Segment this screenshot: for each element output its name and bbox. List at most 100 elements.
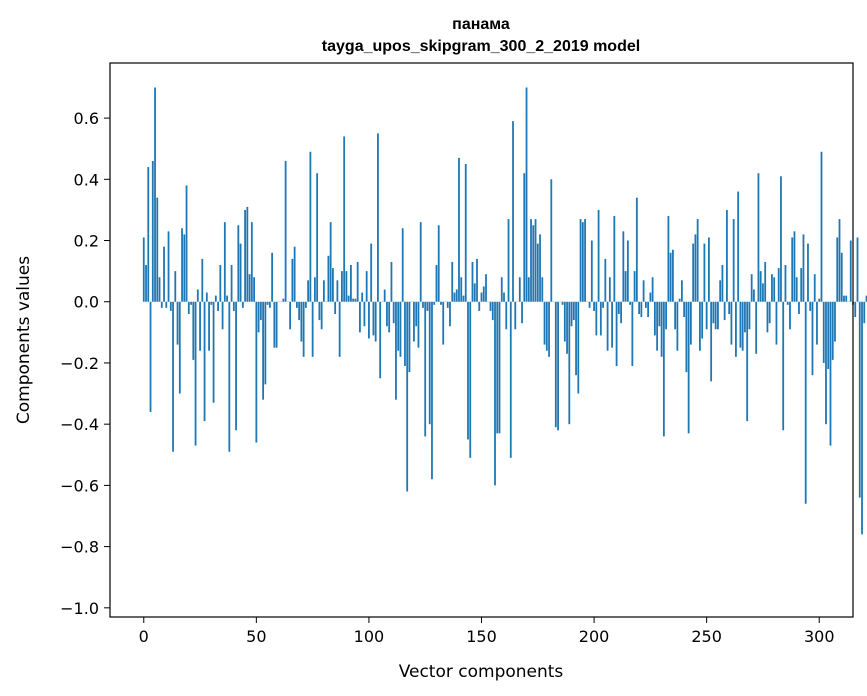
bar-36 [223, 222, 226, 302]
bar-107 [383, 289, 386, 302]
bar-253 [712, 301, 715, 324]
bar-116 [404, 301, 406, 367]
bar-242 [687, 301, 690, 434]
bar-136 [449, 301, 451, 327]
bar-204 [602, 301, 604, 308]
bar-321 [865, 295, 867, 302]
bar-207 [608, 277, 611, 302]
bar-220 [638, 301, 641, 314]
bar-114 [399, 301, 402, 357]
bar-312 [845, 295, 848, 302]
bar-50 [255, 301, 258, 443]
bar-22 [192, 301, 195, 360]
y-tick-label: −0.4 [60, 415, 99, 434]
bar-259 [726, 209, 728, 302]
bar-19 [185, 185, 188, 302]
bar-296 [809, 301, 812, 311]
bar-265 [739, 301, 742, 348]
bar-304 [827, 301, 830, 370]
bar-257 [721, 265, 724, 302]
bar-24 [196, 289, 199, 302]
bar-128 [431, 301, 433, 480]
bar-101 [370, 243, 373, 302]
bar-75 [311, 301, 314, 357]
bar-232 [665, 301, 668, 330]
bar-320 [863, 301, 866, 324]
bar-62 [282, 298, 285, 302]
bar-20 [187, 301, 190, 314]
bar-152 [485, 274, 487, 302]
bar-219 [635, 197, 638, 302]
bar-130 [435, 265, 438, 302]
bar-284 [782, 301, 785, 431]
bar-167 [518, 277, 521, 302]
y-tick-label: −0.8 [60, 538, 99, 557]
bar-303 [825, 301, 827, 425]
bar-222 [642, 280, 645, 302]
bar-162 [507, 219, 510, 302]
bar-112 [395, 301, 397, 400]
bar-71 [302, 301, 305, 357]
bar-70 [300, 301, 303, 342]
bar-191 [572, 301, 575, 321]
bar-243 [689, 301, 692, 345]
bar-195 [581, 222, 584, 302]
bar-269 [748, 301, 751, 330]
bar-233 [667, 216, 670, 302]
bar-113 [397, 301, 400, 351]
bars-group [142, 87, 867, 535]
bar-65 [289, 301, 292, 330]
bar-276 [764, 261, 767, 302]
bar-77 [316, 173, 319, 302]
bar-172 [530, 219, 532, 302]
bar-87 [338, 301, 341, 357]
bar-33 [217, 301, 219, 311]
x-axis: 0 50 100 150 200 250 300 [139, 617, 835, 646]
x-tick-label: 250 [691, 627, 722, 646]
bar-52 [259, 301, 262, 321]
bar-92 [350, 265, 352, 302]
bar-123 [419, 222, 422, 302]
bar-129 [433, 301, 436, 305]
bar-91 [347, 295, 350, 302]
bar-289 [793, 231, 796, 302]
bar-95 [356, 261, 359, 302]
bar-227 [653, 301, 656, 336]
bar-140 [458, 157, 460, 302]
bar-247 [699, 301, 701, 351]
bar-235 [671, 249, 674, 302]
y-tick-label: −0.2 [60, 354, 99, 373]
bar-201 [595, 301, 598, 336]
bar-294 [804, 301, 807, 504]
bar-246 [696, 219, 699, 302]
bar-74 [309, 151, 312, 302]
bar-258 [723, 301, 726, 321]
bar-178 [543, 301, 546, 345]
bar-193 [577, 301, 580, 394]
bar-46 [246, 206, 249, 302]
bar-148 [476, 258, 478, 302]
bar-263 [735, 301, 737, 357]
bar-27 [203, 301, 206, 422]
bar-216 [629, 301, 631, 305]
bar-111 [392, 301, 395, 324]
bar-261 [730, 301, 733, 345]
bar-240 [683, 301, 686, 318]
y-tick-label: −0.6 [60, 476, 99, 495]
bar-270 [750, 274, 753, 302]
bar-14 [174, 271, 177, 302]
bar-7 [158, 277, 161, 302]
bar-109 [388, 301, 391, 333]
bar-122 [417, 301, 420, 348]
bar-97 [361, 292, 364, 302]
y-tick-label: 0.4 [74, 170, 99, 189]
bar-72 [304, 301, 307, 308]
bar-290 [795, 277, 798, 302]
bar-245 [694, 234, 697, 302]
bar-84 [332, 268, 334, 302]
bar-251 [708, 237, 710, 302]
x-tick-label: 300 [804, 627, 835, 646]
bar-143 [464, 164, 467, 302]
bar-212 [620, 301, 622, 324]
bar-11 [167, 231, 170, 302]
